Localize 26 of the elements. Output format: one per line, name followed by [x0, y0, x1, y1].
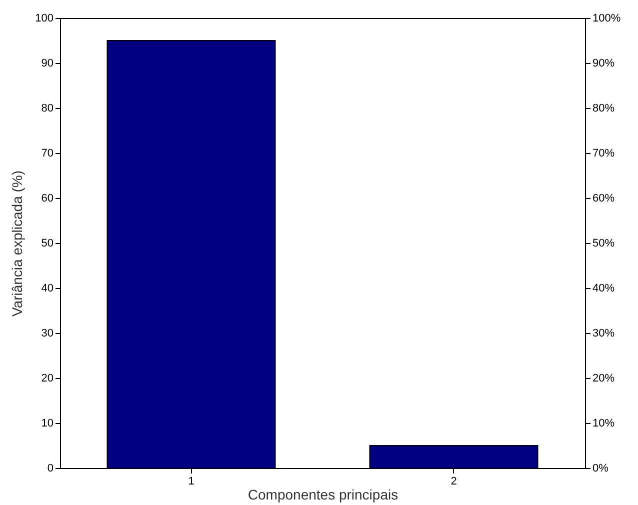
y2-tick-label: 10%	[592, 418, 615, 430]
y2-tick-label: 70%	[592, 148, 615, 160]
y-tick-label: 30	[41, 328, 54, 340]
y-tick-label: 10	[41, 418, 54, 430]
x-tick-label: 1	[188, 476, 194, 488]
y-tick-label: 0	[47, 462, 54, 474]
y-tick-label: 50	[41, 238, 54, 250]
x-axis-title: Componentes principais	[248, 486, 398, 502]
y2-tick-label: 80%	[592, 102, 615, 114]
y-tick-label: 80	[41, 102, 54, 114]
y2-tick-label: 0%	[592, 462, 609, 474]
y2-tick-label: 60%	[592, 192, 615, 204]
y2-tick-label: 90%	[592, 58, 615, 70]
y-tick-label: 90	[41, 58, 54, 70]
y-tick-label: 60	[41, 192, 54, 204]
y2-tick-label: 30%	[592, 328, 615, 340]
y-axis-title: Variância explicada (%)	[9, 170, 26, 317]
y2-tick-label: 40%	[592, 282, 615, 294]
y-tick-label: 70	[41, 148, 54, 160]
y-tick-label: 40	[41, 282, 54, 294]
y-tick-label: 100	[35, 12, 54, 24]
y2-tick-label: 100%	[592, 12, 621, 24]
y2-tick-label: 20%	[592, 372, 615, 384]
y-tick-label: 20	[41, 372, 54, 384]
y2-tick-label: 50%	[592, 238, 615, 250]
x-tick-label: 2	[450, 476, 457, 488]
